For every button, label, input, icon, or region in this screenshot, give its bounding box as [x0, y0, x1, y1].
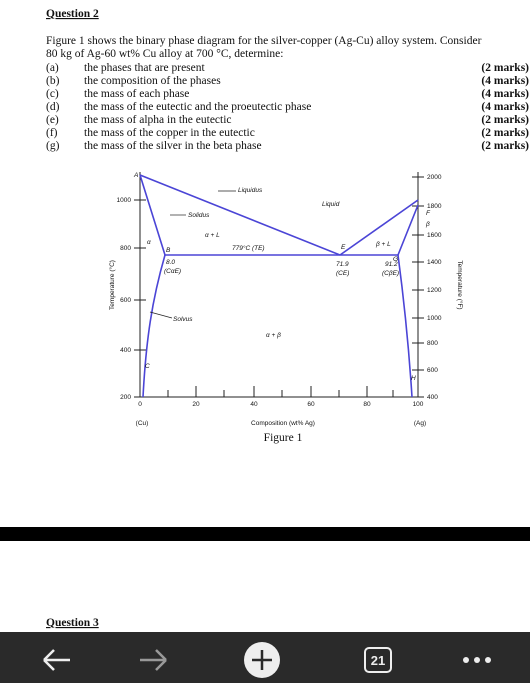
x-tick-label: 100	[413, 401, 424, 408]
left-tick-label: 1000	[117, 197, 132, 204]
diagram-label: Liquid	[322, 201, 340, 208]
item-marks: (2 marks)	[481, 62, 529, 74]
diagram-label: G	[393, 256, 398, 263]
diagram-label: Solidus	[188, 212, 210, 219]
item-text: the mass of each phase	[84, 88, 189, 100]
right-tick-label: 1600	[427, 232, 442, 239]
diagram-label: E	[341, 244, 346, 251]
item-marks: (4 marks)	[481, 101, 529, 113]
tabs-button[interactable]	[364, 647, 392, 673]
item-marks: (2 marks)	[481, 114, 529, 126]
end-label: (Cu)	[136, 420, 149, 427]
item-text: the mass of the silver in the beta phase	[84, 140, 262, 152]
solidus-right	[397, 204, 419, 256]
phase-diagram: 1000800600400200200018001600140012001000…	[108, 172, 464, 444]
left-tick-label: 200	[120, 394, 131, 401]
left-tick-label: 800	[120, 245, 131, 252]
back-button[interactable]	[43, 649, 70, 671]
right-tick-label: 1400	[427, 259, 442, 266]
item-label: (g)	[46, 140, 60, 152]
liquidus-right	[339, 199, 419, 256]
item-marks: (2 marks)	[481, 127, 529, 139]
item-label: (d)	[46, 101, 60, 113]
pointer	[149, 311, 173, 319]
axis-title: Temperature (°F)	[456, 260, 464, 309]
intro-line: Figure 1 shows the binary phase diagram …	[46, 35, 482, 47]
item-label: (b)	[46, 75, 60, 87]
diagram-label: 779°C (TE)	[232, 244, 265, 252]
item-marks: (2 marks)	[481, 140, 529, 152]
intro-line: 80 kg of Ag-60 wt% Cu alloy at 700 °C, d…	[46, 48, 283, 60]
caption: Figure 1	[264, 432, 303, 444]
end-label: (Ag)	[414, 420, 426, 427]
right-tick-label: 2000	[427, 174, 442, 181]
right-tick-label: 600	[427, 367, 438, 374]
solvus-right	[397, 254, 413, 398]
diagram-label: Solvus	[173, 316, 193, 323]
x-tick-label: 40	[250, 401, 258, 408]
diagram-label: H	[411, 375, 416, 382]
dot	[463, 657, 469, 663]
item-label: (e)	[46, 114, 59, 126]
right-tick-label: 800	[427, 340, 438, 347]
item-text: the mass of the eutectic and the proeute…	[84, 101, 311, 113]
item-text: the composition of the phases	[84, 75, 221, 87]
item-label: (a)	[46, 62, 59, 74]
diagram-label: α + β	[266, 332, 281, 339]
diagram-label: β + L	[375, 241, 391, 248]
diagram-label: (CβE)	[382, 270, 399, 277]
item-text: the mass of the copper in the eutectic	[84, 127, 255, 139]
diagram-label: α	[147, 239, 151, 246]
axis-title: Composition (wt% Ag)	[251, 420, 315, 427]
x-tick-label: 80	[363, 401, 371, 408]
diagram-label: F	[426, 210, 431, 217]
dot	[485, 657, 491, 663]
item-marks: (4 marks)	[481, 75, 529, 87]
x-tick-label: 60	[307, 401, 315, 408]
item-list: (a) the phases that are present (2 marks)(…	[46, 62, 529, 152]
plus-icon	[252, 650, 272, 670]
next-question: Question 3	[46, 617, 99, 629]
item-label: (f)	[46, 127, 58, 139]
menu-button[interactable]	[463, 657, 491, 663]
question-title: Question 2	[46, 8, 99, 20]
figure-labels: Temperature (°C) Temperature (°F) Composit…	[108, 172, 464, 444]
item-text: the mass of alpha in the eutectic	[84, 114, 232, 126]
right-tick-label: 1800	[427, 203, 442, 210]
item-text: the phases that are present	[84, 62, 206, 74]
x-tick-label: 0	[138, 401, 142, 408]
left-tick-label: 400	[120, 347, 131, 354]
right-tick-label: 1200	[427, 287, 442, 294]
divider	[0, 527, 530, 541]
right-tick-label: 1000	[427, 315, 442, 322]
forward-button[interactable]	[140, 649, 167, 671]
solvus-left	[142, 254, 166, 398]
diagram-label: A	[133, 172, 138, 179]
left-tick-label: 600	[120, 297, 131, 304]
item-label: (c)	[46, 88, 59, 100]
ticks: 1000800600400200200018001600140012001000…	[117, 174, 442, 408]
diagram-label: C	[145, 363, 150, 370]
dot	[474, 657, 480, 663]
diagram-label: B	[166, 247, 171, 254]
diagram-label: α + L	[205, 232, 220, 239]
diagram-label: β	[425, 221, 430, 228]
x-tick-label: 20	[192, 401, 200, 408]
diagram-label: Liquidus	[238, 187, 263, 194]
tab-count: 21	[371, 653, 385, 668]
diagram-label: 71.9	[336, 261, 349, 268]
axis-title: Temperature (°C)	[108, 260, 116, 310]
diagram-label: (CαE)	[164, 268, 181, 275]
diagram-label: (CE)	[336, 270, 349, 277]
diagram-label: 8.0	[166, 259, 175, 266]
item-marks: (4 marks)	[481, 88, 529, 100]
liquidus-left	[139, 174, 341, 256]
diagram-label: 91.2	[385, 261, 398, 268]
solidus-left	[139, 174, 166, 256]
right-tick-label: 400	[427, 394, 438, 401]
